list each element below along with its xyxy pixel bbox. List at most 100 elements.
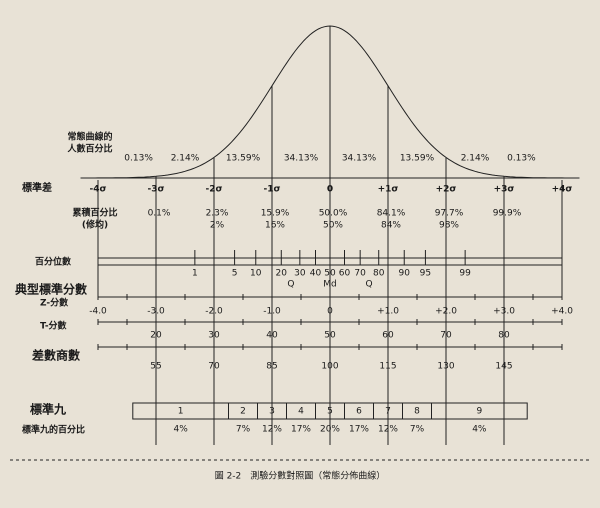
sigma-tick: -2σ bbox=[205, 185, 222, 195]
sigma-label: 標準差 bbox=[22, 181, 52, 194]
cumulative-rounded: 50% bbox=[323, 221, 343, 231]
stanine-percent: 4% bbox=[174, 425, 189, 435]
quartile: Md bbox=[323, 280, 336, 290]
sigma-tick: +1σ bbox=[378, 185, 399, 195]
sigma-tick: -1σ bbox=[263, 185, 280, 195]
stanine-percent: 7% bbox=[410, 425, 425, 435]
stanine: 1 bbox=[178, 407, 184, 417]
segment-percent: 34.13% bbox=[284, 154, 319, 164]
percentile: 80 bbox=[373, 269, 385, 279]
t-score: 20 bbox=[150, 331, 162, 341]
cumulative-rounded: 2% bbox=[210, 221, 225, 231]
cumulative-label: 累積百分比 bbox=[72, 207, 117, 219]
curve-label: 人數百分比 bbox=[66, 143, 112, 155]
sigma-tick: 0 bbox=[327, 185, 333, 195]
z-score: +2.0 bbox=[435, 307, 457, 317]
z-score: -3.0 bbox=[147, 307, 165, 317]
segment-percent: 13.59% bbox=[226, 154, 261, 164]
stanine-percent: 20% bbox=[320, 425, 340, 435]
t-score: 80 bbox=[498, 331, 510, 341]
percentile: 60 bbox=[339, 269, 351, 279]
t-score: 50 bbox=[324, 331, 336, 341]
sigma-tick: -4σ bbox=[89, 185, 106, 195]
iq-score: 115 bbox=[379, 362, 396, 372]
stanine: 5 bbox=[327, 407, 333, 417]
cumulative-label: (修均) bbox=[82, 219, 108, 231]
iq-score: 70 bbox=[208, 362, 220, 372]
percentile: 90 bbox=[399, 269, 411, 279]
cumulative: 50.0% bbox=[319, 209, 348, 219]
t-score: 40 bbox=[266, 331, 278, 341]
stanine-percent: 4% bbox=[472, 425, 487, 435]
iq-score: 55 bbox=[150, 362, 161, 372]
cumulative-rounded: 98% bbox=[439, 221, 459, 231]
t-score: 30 bbox=[208, 331, 220, 341]
z-score: +3.0 bbox=[493, 307, 515, 317]
percentile: 20 bbox=[276, 269, 288, 279]
cumulative: 84.1% bbox=[377, 209, 406, 219]
stanine-percent: 17% bbox=[291, 425, 311, 435]
cumulative-rounded: 16% bbox=[265, 221, 285, 231]
stanine-percent: 12% bbox=[378, 425, 398, 435]
standard-scores-label: 典型標準分數 bbox=[15, 282, 87, 297]
z-score: 0 bbox=[327, 307, 333, 317]
curve-label: 常態曲線的 bbox=[67, 131, 112, 143]
sigma-tick: -3σ bbox=[147, 185, 164, 195]
stanine: 3 bbox=[269, 407, 275, 417]
percentile: 1 bbox=[192, 269, 198, 279]
percentile-label: 百分位數 bbox=[35, 256, 72, 268]
t-label: T-分數 bbox=[40, 320, 68, 332]
cumulative: 2.3% bbox=[206, 209, 229, 219]
cumulative: 15.9% bbox=[261, 209, 290, 219]
percentile: 40 bbox=[310, 269, 322, 279]
percentile: 5 bbox=[232, 269, 238, 279]
z-score: -4.0 bbox=[89, 307, 107, 317]
percentile: 10 bbox=[250, 269, 262, 279]
caption: 圖 2-2 測驗分數對照圖（常態分佈曲線） bbox=[215, 470, 386, 482]
stanine-percent: 12% bbox=[262, 425, 282, 435]
z-label: Z-分數 bbox=[40, 297, 69, 309]
quartile: Q bbox=[287, 280, 294, 290]
stanine-percent-label: 標準九的百分比 bbox=[22, 424, 85, 436]
percentile: 70 bbox=[354, 269, 366, 279]
t-score: 60 bbox=[382, 331, 394, 341]
z-score: +4.0 bbox=[551, 307, 573, 317]
stanine: 4 bbox=[298, 407, 304, 417]
t-score: 70 bbox=[440, 331, 452, 341]
percentile: 95 bbox=[420, 269, 431, 279]
stanine: 2 bbox=[240, 407, 246, 417]
stanine-percent: 17% bbox=[349, 425, 369, 435]
segment-percent: 0.13% bbox=[507, 154, 536, 164]
cumulative: 97.7% bbox=[435, 209, 464, 219]
iq-score: 100 bbox=[321, 362, 338, 372]
z-score: -1.0 bbox=[263, 307, 281, 317]
iq-score: 145 bbox=[495, 362, 512, 372]
z-score: +1.0 bbox=[377, 307, 399, 317]
segment-percent: 2.14% bbox=[171, 154, 200, 164]
sigma-tick: +4σ bbox=[552, 185, 573, 195]
stanine: 7 bbox=[385, 407, 391, 417]
segment-percent: 34.13% bbox=[342, 154, 377, 164]
stanine: 6 bbox=[356, 407, 362, 417]
iq-score: 130 bbox=[437, 362, 454, 372]
percentile: 99 bbox=[459, 269, 471, 279]
segment-percent: 13.59% bbox=[400, 154, 435, 164]
cumulative-rounded: 84% bbox=[381, 221, 401, 231]
sigma-tick: +3σ bbox=[494, 185, 515, 195]
quartile: Q bbox=[366, 280, 373, 290]
percentile: 30 bbox=[294, 269, 306, 279]
stanine-label: 標準九 bbox=[30, 402, 66, 417]
z-score: -2.0 bbox=[205, 307, 223, 317]
stanine: 8 bbox=[414, 407, 420, 417]
percentile: 50 bbox=[324, 269, 336, 279]
stanine: 9 bbox=[476, 407, 482, 417]
iq-score: 85 bbox=[266, 362, 277, 372]
cumulative: 99.9% bbox=[493, 209, 522, 219]
iq-label: 差數商數 bbox=[31, 348, 80, 363]
stanine-box bbox=[431, 402, 528, 420]
stanine-percent: 7% bbox=[236, 425, 251, 435]
segment-percent: 0.13% bbox=[124, 154, 153, 164]
segment-percent: 2.14% bbox=[461, 154, 490, 164]
sigma-tick: +2σ bbox=[436, 185, 457, 195]
